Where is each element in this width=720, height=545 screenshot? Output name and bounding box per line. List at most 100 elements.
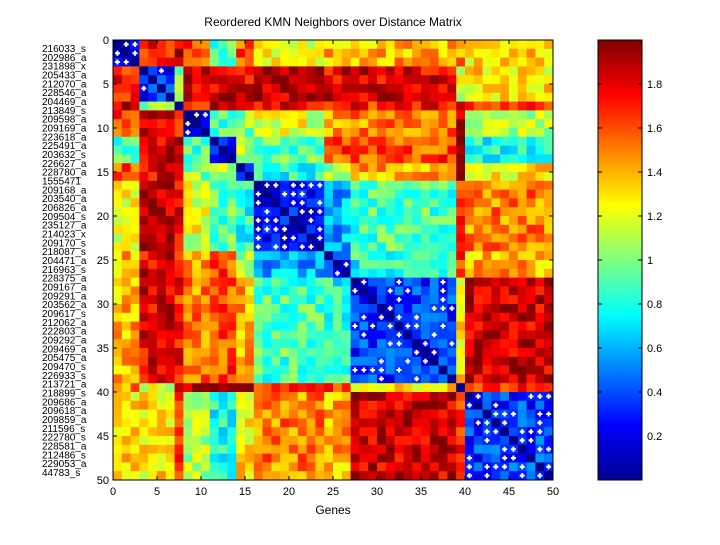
heatmap-cell: [394, 348, 404, 358]
heatmap-cell: [130, 101, 140, 111]
heatmap-cell: [385, 233, 395, 243]
heatmap-cell: [438, 418, 448, 428]
heatmap-cell: [121, 242, 131, 252]
heatmap-cell: [245, 251, 255, 261]
heatmap-cell: [412, 409, 422, 419]
gene-label: 228581_a: [42, 442, 87, 453]
heatmap-cell: [236, 383, 246, 393]
heatmap-cell: [324, 427, 334, 437]
heatmap-cell: [368, 216, 378, 226]
heatmap-cell: [113, 224, 123, 234]
heatmap-cell: [192, 172, 202, 182]
heatmap-cell: [544, 453, 554, 463]
heatmap-cell: [456, 462, 466, 472]
heatmap-cell: [253, 268, 263, 278]
heatmap-cell: [165, 101, 175, 111]
heatmap-cell: [456, 163, 466, 173]
heatmap-cell: [157, 92, 167, 102]
heatmap-cell: [517, 84, 527, 94]
heatmap-cell: [403, 207, 413, 217]
heatmap-cell: [227, 242, 237, 252]
heatmap-cell: [130, 295, 140, 305]
heatmap-cell: [526, 268, 536, 278]
heatmap-cell: [262, 427, 272, 437]
heatmap-cell: [385, 242, 395, 252]
heatmap-cell: [130, 207, 140, 217]
heatmap-cell: [165, 286, 175, 296]
y-tick-label: 20: [97, 211, 109, 223]
heatmap-cell: [139, 128, 149, 138]
heatmap-cell: [227, 216, 237, 226]
heatmap-cell: [368, 75, 378, 85]
heatmap-cell: [421, 418, 431, 428]
heatmap-cell: [535, 128, 545, 138]
heatmap-cell: [139, 312, 149, 322]
heatmap-cell: [403, 180, 413, 190]
heatmap-cell: [271, 312, 281, 322]
heatmap-cell: [183, 295, 193, 305]
heatmap-cell: [245, 453, 255, 463]
heatmap-cell: [456, 216, 466, 226]
heatmap-cell: [403, 330, 413, 340]
heatmap-cell: [438, 471, 448, 481]
heatmap-cell: [245, 365, 255, 375]
heatmap-cell: [209, 383, 219, 393]
neighbor-marker: [132, 41, 138, 47]
heatmap-cell: [192, 101, 202, 111]
heatmap-cell: [465, 444, 475, 454]
heatmap-cell: [438, 163, 448, 173]
heatmap-cell: [289, 453, 299, 463]
heatmap-cell: [500, 233, 510, 243]
neighbor-marker: [537, 473, 543, 479]
heatmap-cell: [482, 277, 492, 287]
heatmap-cell: [297, 330, 307, 340]
heatmap-cell: [289, 365, 299, 375]
heatmap-cell: [412, 57, 422, 67]
heatmap-cell: [271, 418, 281, 428]
heatmap-cell: [535, 295, 545, 305]
heatmap-cell: [297, 66, 307, 76]
heatmap-cell: [121, 224, 131, 234]
heatmap-cell: [227, 260, 237, 270]
heatmap-cell: [262, 356, 272, 366]
heatmap-cell: [509, 163, 519, 173]
heatmap-cell: [218, 128, 228, 138]
heatmap-cell: [148, 66, 158, 76]
heatmap-cell: [438, 339, 448, 349]
heatmap-cell: [113, 453, 123, 463]
heatmap-cell: [139, 172, 149, 182]
heatmap-cell: [438, 198, 448, 208]
heatmap-cell: [165, 392, 175, 402]
heatmap-cell: [280, 321, 290, 331]
heatmap-cell: [165, 189, 175, 199]
heatmap-cell: [306, 444, 316, 454]
heatmap-cell: [509, 145, 519, 155]
heatmap-cell: [113, 251, 123, 261]
heatmap-cell: [113, 365, 123, 375]
heatmap-cell: [148, 383, 158, 393]
neighbor-marker: [352, 367, 358, 373]
heatmap-cell: [421, 453, 431, 463]
heatmap-cell: [174, 101, 184, 111]
heatmap-cell: [500, 365, 510, 375]
x-tick-label: 30: [371, 486, 383, 498]
heatmap-cell: [271, 356, 281, 366]
heatmap-cell: [456, 154, 466, 164]
heatmap-cell: [192, 136, 202, 146]
heatmap-cell: [289, 101, 299, 111]
heatmap-cell: [289, 84, 299, 94]
heatmap-cell: [306, 339, 316, 349]
heatmap-cell: [544, 154, 554, 164]
heatmap-cell: [209, 462, 219, 472]
heatmap-cell: [447, 356, 457, 366]
heatmap-cell: [509, 286, 519, 296]
heatmap-cell: [456, 418, 466, 428]
heatmap-cell: [385, 383, 395, 393]
heatmap-cell: [148, 57, 158, 67]
heatmap-cell: [245, 216, 255, 226]
heatmap-cell: [482, 163, 492, 173]
heatmap-cell: [526, 277, 536, 287]
heatmap-cell: [306, 75, 316, 85]
heatmap-cell: [412, 163, 422, 173]
heatmap-cell: [253, 365, 263, 375]
